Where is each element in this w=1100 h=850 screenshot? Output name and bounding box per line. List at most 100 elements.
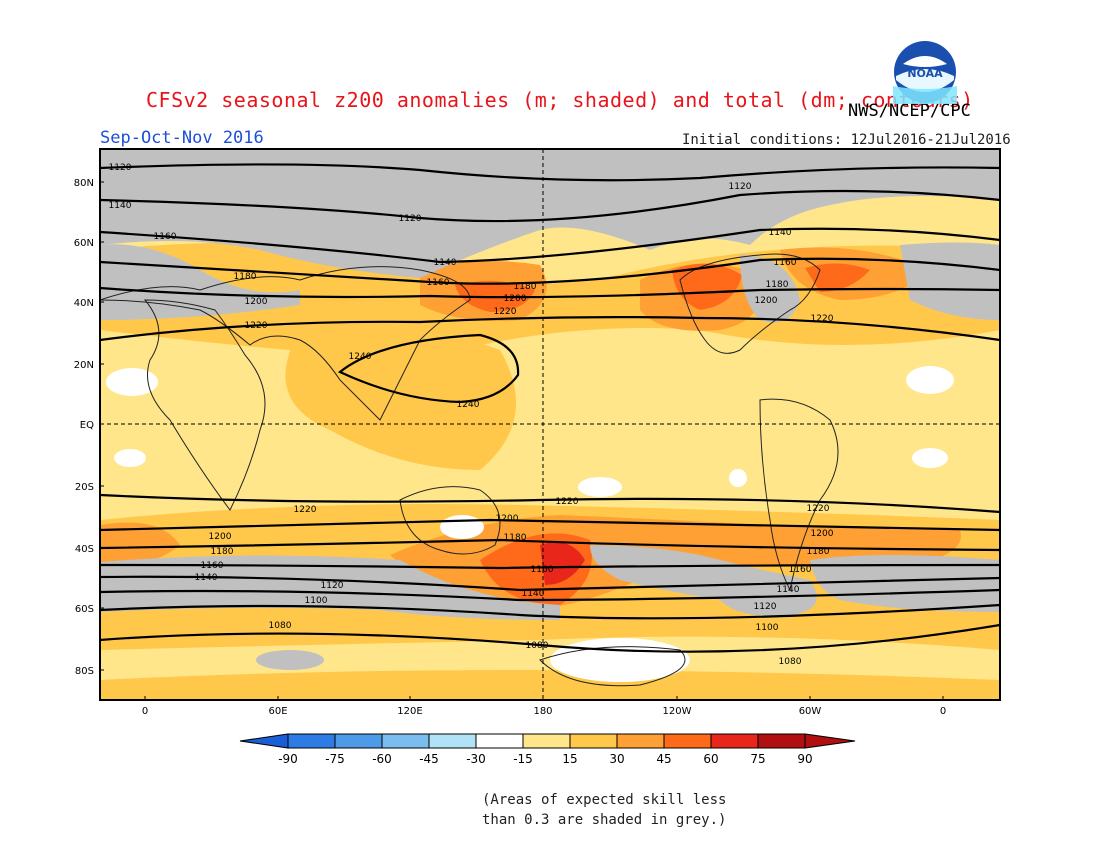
- zero-patch-pacific: [578, 477, 622, 497]
- contour-label: 1100: [305, 596, 328, 606]
- contour-label: 1200: [209, 532, 232, 542]
- zero-patch-east: [906, 366, 954, 394]
- contour-1120-north-1: [100, 163, 1000, 182]
- anomaly-max-north-pacific: [672, 263, 742, 310]
- lon-label: 0: [940, 706, 946, 717]
- map-fill-layer: 1120 1120 1120 1140 1140 1140 1160 1160 1160 1180…: [100, 149, 1000, 700]
- contour-1220-south: [100, 493, 1000, 514]
- coast-eurasia: [100, 266, 471, 421]
- colorbar-label: -90: [278, 752, 298, 766]
- contour-1160-south: [100, 563, 1000, 570]
- contour-label: 1180: [807, 547, 830, 557]
- skill-note-line-1: (Areas of expected skill less: [482, 792, 727, 808]
- contour-label: 1120: [399, 214, 422, 224]
- contour-label: 1160: [774, 258, 797, 268]
- low-skill-mask-south-pacific: [590, 545, 817, 616]
- colorbar-label: 45: [656, 752, 671, 766]
- noaa-logo-base: [893, 86, 957, 104]
- colorbar-segment: [287, 733, 336, 749]
- contour-label: 1120: [109, 163, 132, 173]
- lat-label: EQ: [80, 420, 94, 431]
- colorbar-label: 90: [797, 752, 812, 766]
- contour-label: 1160: [154, 232, 177, 242]
- colorbar-segment: [616, 733, 665, 749]
- contour-label: 1200: [504, 294, 527, 304]
- colorbar-label: -75: [325, 752, 345, 766]
- skill-note-line-2: than 0.3 are shaded in grey.): [482, 812, 727, 828]
- contour-label: 1100: [756, 623, 779, 633]
- agency-label: NWS/NCEP/CPC: [848, 101, 971, 121]
- colorbar-label: -30: [466, 752, 486, 766]
- contour-label: 1200: [496, 514, 519, 524]
- colorbar-label: -60: [372, 752, 392, 766]
- contour-label: 1200: [755, 296, 778, 306]
- zero-patch-australia: [440, 515, 484, 539]
- contour-label: 1240: [457, 400, 480, 410]
- contour-label: 1080: [526, 641, 549, 651]
- colorbar-segment: [428, 733, 477, 749]
- contour-label: 1220: [811, 314, 834, 324]
- contour-label: 1140: [769, 228, 792, 238]
- contour-1140-north: [100, 189, 1000, 223]
- contour-label: 1160: [427, 278, 450, 288]
- contour-1200-north: [100, 286, 1000, 299]
- contour-label: 1180: [766, 280, 789, 290]
- contour-label: 1220: [807, 504, 830, 514]
- lon-label: 0: [142, 706, 148, 717]
- contour-label: 1140: [195, 573, 218, 583]
- zero-patch-atlantic: [114, 449, 146, 467]
- contour-label: 1160: [201, 561, 224, 571]
- contour-1100-south: [100, 603, 1000, 620]
- colorbar-segment: [334, 733, 383, 749]
- lat-label: 60S: [75, 604, 94, 615]
- noaa-logo-wave: [896, 69, 954, 92]
- contour-label: 1220: [556, 497, 579, 507]
- low-skill-mask-south-indian: [100, 555, 560, 620]
- contour-label: 1200: [245, 297, 268, 307]
- colorbar-segment: [475, 733, 524, 749]
- lat-label: 40N: [74, 298, 94, 309]
- lon-label: 60W: [799, 706, 822, 717]
- contour-label: 1180: [234, 272, 257, 282]
- noaa-logo-text: NOAA: [907, 67, 943, 80]
- contour-label: 1160: [789, 565, 812, 575]
- lon-label: 60E: [268, 706, 287, 717]
- low-skill-mask-south-atlantic: [810, 555, 1000, 612]
- contour-1080-south: [100, 623, 1000, 653]
- colorbar-segment: [522, 733, 571, 749]
- contour-1160-north: [100, 227, 1000, 264]
- contour-1180-south: [100, 538, 1000, 552]
- contour-label: 1080: [779, 657, 802, 667]
- coast-africa: [143, 299, 266, 511]
- axis-labels: 80N 60N 40N 20N EQ 20S 40S 60S 80S 0 60E 120E 180 120…: [74, 178, 946, 717]
- colorbar-segment: [757, 733, 806, 749]
- colorbar-segment: [663, 733, 712, 749]
- zero-patch-pacific-2: [729, 469, 747, 487]
- contour-label: 1220: [294, 505, 317, 515]
- colorbar: -90 -75 -60 -45 -30 -15 15 30 45 60 75 90: [239, 733, 856, 766]
- zero-patch-africa: [106, 368, 158, 396]
- contour-label: 1120: [729, 182, 752, 192]
- lat-label: 40S: [75, 544, 94, 555]
- lat-label: 20S: [75, 482, 94, 493]
- anomaly-orange-south-atlantic: [100, 522, 180, 566]
- contour-label: 1080: [269, 621, 292, 631]
- noaa-logo: NOAA: [893, 41, 957, 104]
- contour-label: 1120: [754, 602, 777, 612]
- low-skill-mask-arctic: [100, 149, 1000, 278]
- contour-1200-south: [100, 518, 1000, 532]
- contour-label: 1140: [434, 258, 457, 268]
- contour-label: 1140: [522, 589, 545, 599]
- initial-conditions-label: Initial conditions: 12Jul2016-21Jul2016: [682, 132, 1011, 148]
- lat-label: 80N: [74, 178, 94, 189]
- zero-patch-east-2: [912, 448, 948, 468]
- contour-label: 1200: [811, 529, 834, 539]
- colorbar-label: 15: [562, 752, 577, 766]
- colorbar-label: -15: [513, 752, 533, 766]
- lat-label: 20N: [74, 360, 94, 371]
- lat-label: 80S: [75, 666, 94, 677]
- contour-label: 1220: [245, 321, 268, 331]
- contour-label: 1240: [349, 352, 372, 362]
- low-skill-mask-europe: [100, 244, 300, 320]
- contour-label: 1160: [531, 565, 554, 575]
